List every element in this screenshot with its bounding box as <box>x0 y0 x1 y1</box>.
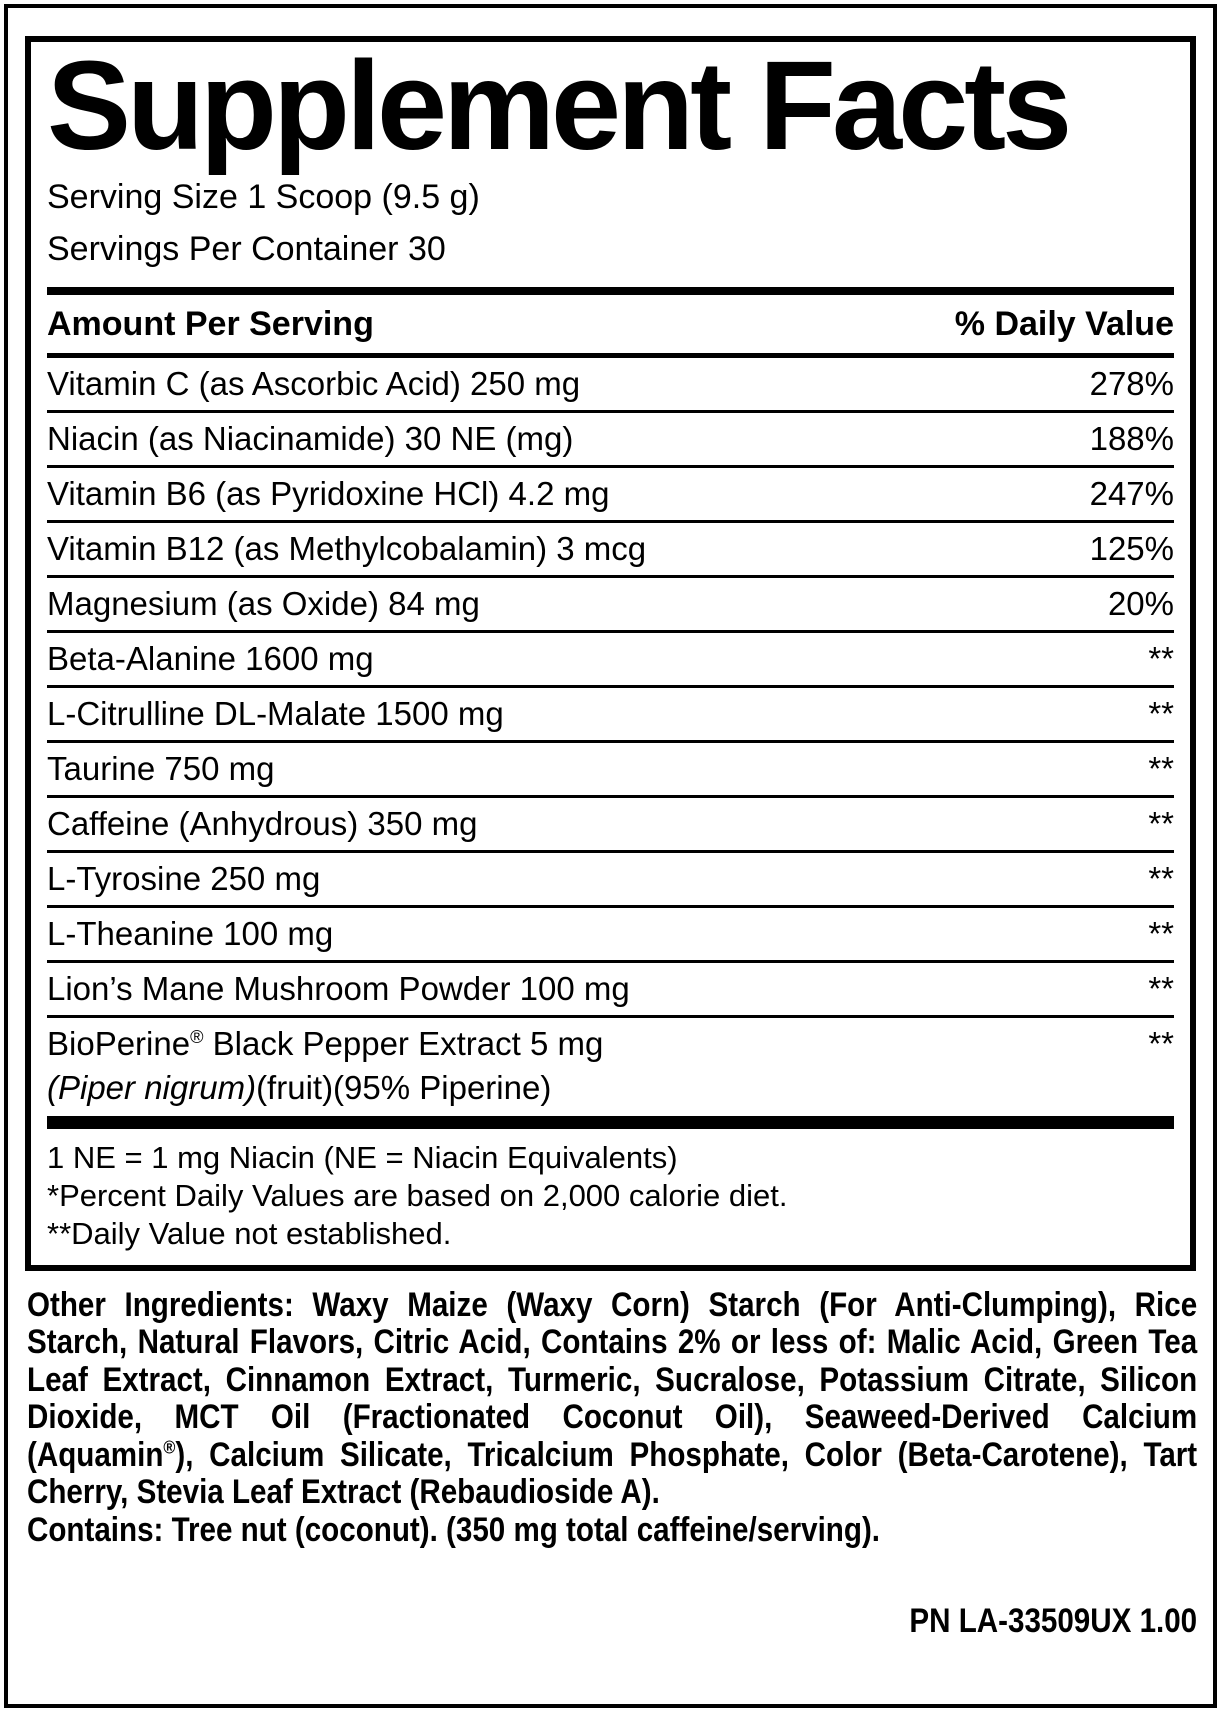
divider-header-bottom <box>47 352 1174 358</box>
panel-title: Supplement Facts <box>47 35 1072 176</box>
footnotes: 1 NE = 1 mg Niacin (NE = Niacin Equivale… <box>47 1129 1174 1253</box>
table-row: L-Theanine 100 mg ** <box>47 908 1174 963</box>
row-daily-value: ** <box>1148 749 1174 787</box>
row-ingredient: Vitamin C (as Ascorbic Acid) 250 mg <box>47 364 581 402</box>
row-daily-value: ** <box>1148 804 1174 842</box>
row-daily-value: 247% <box>1089 474 1174 512</box>
amount-per-serving-header: Amount Per Serving <box>47 304 374 343</box>
table-row: Niacin (as Niacinamide) 30 NE (mg) 188% <box>47 413 1174 468</box>
row-ingredient: Magnesium (as Oxide) 84 mg <box>47 584 480 622</box>
row-ingredient: L-Theanine 100 mg <box>47 914 334 952</box>
table-row: BioPerine® Black Pepper Extract 5 mg (Pip… <box>47 1018 1174 1114</box>
row-ingredient: BioPerine® Black Pepper Extract 5 mg (Pip… <box>47 1024 604 1106</box>
row-daily-value: 20% <box>1107 584 1174 622</box>
daily-value-header: % Daily Value <box>954 304 1174 343</box>
facts-rows: Vitamin C (as Ascorbic Acid) 250 mg 278% N… <box>47 358 1174 1114</box>
table-row: Lion’s Mane Mushroom Powder 100 mg ** <box>47 963 1174 1018</box>
row-daily-value: ** <box>1148 859 1174 897</box>
footnote-daily-value-not-established: **Daily Value not established. <box>47 1215 452 1251</box>
supplement-facts-panel: Supplement Facts Serving Size 1 Scoop (9… <box>25 36 1196 1271</box>
contains-statement: Contains: Tree nut (coconut). (350 mg to… <box>27 1510 881 1549</box>
table-row: Vitamin C (as Ascorbic Acid) 250 mg 278% <box>47 358 1174 413</box>
serving-size: Serving Size 1 Scoop (9.5 g) <box>47 177 480 216</box>
footnote-niacin-equivalents: 1 NE = 1 mg Niacin (NE = Niacin Equivale… <box>47 1139 678 1175</box>
table-row: Beta-Alanine 1600 mg ** <box>47 633 1174 688</box>
divider-thick-footnotes <box>47 1115 1174 1129</box>
table-row: L-Tyrosine 250 mg ** <box>47 853 1174 908</box>
row-daily-value: 278% <box>1089 364 1174 402</box>
row-daily-value: ** <box>1148 639 1174 677</box>
footnote-percent-daily-values: *Percent Daily Values are based on 2,000… <box>47 1177 788 1213</box>
row-daily-value: 188% <box>1089 419 1174 457</box>
row-ingredient-line2: (Piper nigrum)(fruit)(95% Piperine) <box>47 1068 552 1106</box>
row-ingredient: Lion’s Mane Mushroom Powder 100 mg <box>47 969 630 1007</box>
row-ingredient: L-Tyrosine 250 mg <box>47 859 321 897</box>
row-ingredient: Vitamin B6 (as Pyridoxine HCl) 4.2 mg <box>47 474 610 512</box>
row-ingredient: Caffeine (Anhydrous) 350 mg <box>47 804 478 842</box>
row-daily-value: ** <box>1148 914 1174 952</box>
table-header-row: Amount Per Serving % Daily Value <box>47 295 1174 353</box>
table-row: Vitamin B6 (as Pyridoxine HCl) 4.2 mg 247… <box>47 468 1174 523</box>
table-row: Magnesium (as Oxide) 84 mg 20% <box>47 578 1174 633</box>
row-daily-value: ** <box>1148 694 1174 732</box>
row-ingredient: Taurine 750 mg <box>47 749 275 787</box>
table-row: Vitamin B12 (as Methylcobalamin) 3 mcg 12… <box>47 523 1174 578</box>
other-ingredients: Other Ingredients: Waxy Maize (Waxy Corn… <box>27 1285 1198 1512</box>
part-number: PN LA-33509UX 1.00 <box>909 1602 1198 1641</box>
row-ingredient: Niacin (as Niacinamide) 30 NE (mg) <box>47 419 574 457</box>
servings-per-container: Servings Per Container 30 <box>47 229 446 268</box>
divider-thick-top <box>47 286 1174 295</box>
table-row: Taurine 750 mg ** <box>47 743 1174 798</box>
row-ingredient: L-Citrulline DL-Malate 1500 mg <box>47 694 504 732</box>
row-daily-value: ** <box>1148 1024 1174 1062</box>
below-panel-section: Other Ingredients: Waxy Maize (Waxy Corn… <box>27 1285 1198 1641</box>
table-row: L-Citrulline DL-Malate 1500 mg ** <box>47 688 1174 743</box>
row-ingredient: Vitamin B12 (as Methylcobalamin) 3 mcg <box>47 529 647 567</box>
row-ingredient: Beta-Alanine 1600 mg <box>47 639 374 677</box>
row-daily-value: 125% <box>1089 529 1174 567</box>
table-row: Caffeine (Anhydrous) 350 mg ** <box>47 798 1174 853</box>
supplement-label: Supplement Facts Serving Size 1 Scoop (9… <box>4 4 1217 1708</box>
row-daily-value: ** <box>1148 969 1174 1007</box>
